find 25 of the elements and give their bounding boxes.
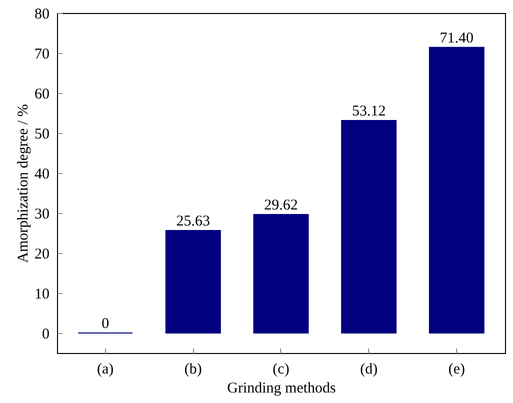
- y-tick-label: 70: [34, 46, 50, 62]
- data-label: 25.63: [176, 213, 210, 230]
- y-tick-label: 20: [34, 246, 50, 262]
- data-label: 71.40: [440, 30, 474, 46]
- data-label: 53.12: [352, 104, 386, 120]
- data-label: 0: [102, 316, 110, 332]
- y-tick-label: 10: [34, 286, 50, 302]
- x-tick-label: (c): [272, 362, 290, 378]
- y-tick-label: 80: [34, 6, 50, 22]
- bar: [253, 214, 309, 334]
- y-axis-title: Amorphization degree / %: [16, 104, 32, 263]
- data-label: 29.62: [264, 198, 298, 214]
- x-tick-label: (e): [448, 362, 466, 378]
- y-tick-label: 60: [34, 86, 50, 102]
- y-tick-label: 30: [34, 206, 50, 222]
- y-tick-label: 40: [34, 166, 50, 182]
- x-tick-label: (a): [96, 362, 114, 378]
- y-tick-label: 0: [42, 326, 50, 342]
- x-tick-label: (d): [360, 362, 378, 378]
- bar: [165, 230, 221, 334]
- x-tick-label: (b): [184, 362, 202, 378]
- y-tick-label: 50: [34, 126, 50, 142]
- bar: [341, 120, 397, 334]
- x-axis-title: Grinding methods: [227, 380, 336, 396]
- bar: [428, 46, 484, 334]
